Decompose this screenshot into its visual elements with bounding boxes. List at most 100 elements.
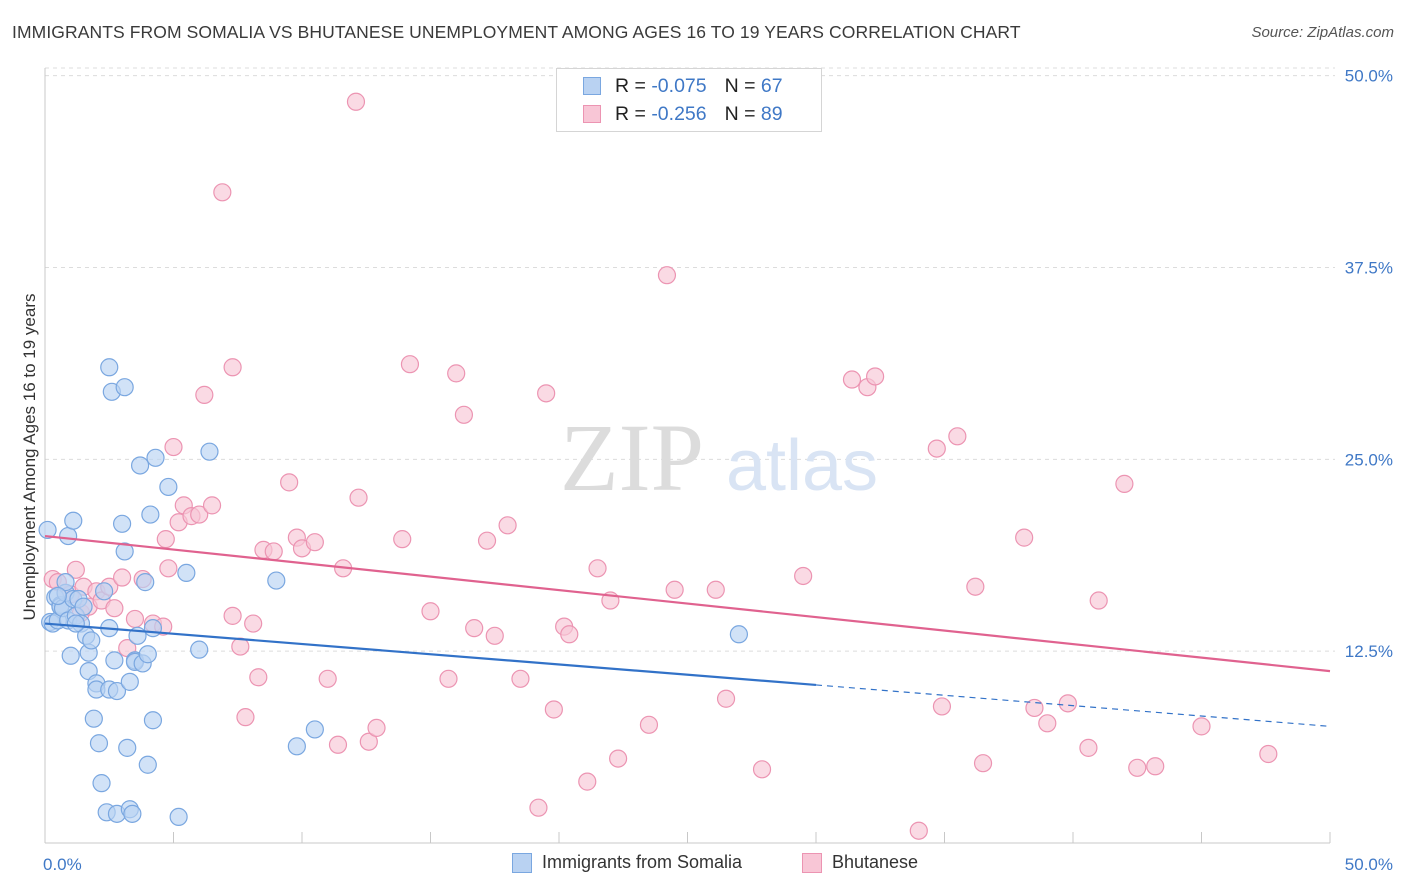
bhutanese-point <box>1115 474 1134 493</box>
bhutanese-point <box>393 530 412 549</box>
bhutanese-points <box>43 92 1278 840</box>
bhutanese-point <box>164 437 183 457</box>
somalia-point <box>138 755 157 774</box>
source-label: Source: ZipAtlas.com <box>1251 24 1394 41</box>
bhutanese-point <box>609 749 628 768</box>
series-label-somalia: Immigrants from Somalia <box>542 852 743 872</box>
somalia-trend-extension <box>815 684 1331 727</box>
legend-row-somalia: R = -0.075 N = 67 <box>583 73 783 99</box>
bhutanese-point <box>349 488 368 507</box>
legend-r-value: -0.256 <box>651 102 707 125</box>
somalia-point <box>89 734 109 753</box>
bhutanese-point <box>866 367 885 386</box>
y-tick-label: 12.5% <box>1345 642 1393 661</box>
somalia-point <box>38 520 57 540</box>
somalia-point <box>59 526 78 546</box>
bhutanese-point <box>112 568 132 587</box>
bhutanese-point <box>485 626 504 645</box>
bhutanese-point <box>498 516 517 535</box>
y-tick-label: 50.0% <box>1345 67 1393 86</box>
somalia-point <box>287 737 306 756</box>
bhutanese-point <box>842 370 862 389</box>
somalia-point <box>123 804 142 823</box>
x-tick-label: 0.0% <box>43 855 82 874</box>
bhutanese-trend-line <box>44 534 1331 673</box>
somalia-point <box>138 645 157 664</box>
somalia-point <box>95 582 114 601</box>
somalia-point <box>729 625 749 644</box>
legend-n-value: 67 <box>760 74 783 97</box>
bhutanese-point <box>213 183 232 202</box>
somalia-point <box>130 456 150 475</box>
watermark: ZIP atlas <box>560 404 878 511</box>
bhutanese-point <box>909 821 928 840</box>
bhutanese-point <box>544 700 563 719</box>
y-tick-label: 37.5% <box>1345 259 1393 278</box>
somalia-point <box>107 681 127 701</box>
legend-r-label: R = <box>615 74 646 97</box>
trend-lines <box>44 534 1331 727</box>
somalia-point <box>84 709 103 728</box>
bhutanese-point <box>159 559 178 578</box>
bhutanese-point <box>511 669 530 688</box>
somalia-point <box>169 807 188 827</box>
bhutanese-point <box>588 559 607 578</box>
bhutanese-point <box>639 715 659 734</box>
somalia-point <box>105 651 124 670</box>
series-label-bhutanese: Bhutanese <box>832 852 919 872</box>
chart-title: IMMIGRANTS FROM SOMALIA VS BHUTANESE UNE… <box>12 22 1021 42</box>
series-legend-somalia: Immigrants from Somalia <box>512 852 742 873</box>
bhutanese-point <box>223 606 242 625</box>
bhutanese-point <box>932 697 952 716</box>
bhutanese-point <box>1015 528 1034 547</box>
bhutanese-point <box>1079 738 1098 757</box>
bhutanese-point <box>318 669 337 688</box>
somalia-point <box>100 358 119 377</box>
bhutanese-point <box>1058 694 1077 713</box>
watermark-atlas: atlas <box>726 426 878 506</box>
somalia-point <box>56 573 75 592</box>
stats-legend: R = -0.075 N = 67 R = -0.256 N = 89 <box>556 68 822 132</box>
legend-r-value: -0.075 <box>651 74 707 97</box>
bhutanese-point <box>477 531 497 550</box>
somalia-point <box>82 631 101 650</box>
somalia-point <box>146 448 165 467</box>
legend-n-label: N = <box>724 74 756 97</box>
bhutanese-point <box>195 385 214 404</box>
bhutanese-point <box>346 92 366 111</box>
bhutanese-point <box>752 760 772 779</box>
series-swatch-bhutanese <box>802 852 822 873</box>
bhutanese-point <box>465 619 484 638</box>
bhutanese-point <box>1192 717 1211 736</box>
bhutanese-point <box>927 439 946 458</box>
bhutanese-point <box>1089 591 1108 610</box>
tick-labels: 12.5% 25.0% 37.5% 50.0% 0.0% 50.0% <box>43 67 1393 874</box>
bhutanese-point <box>367 718 386 738</box>
legend-r-label: R = <box>615 102 646 125</box>
somalia-point <box>74 597 93 616</box>
legend-n-label: N = <box>724 102 756 125</box>
legend-row-bhutanese: R = -0.256 N = 89 <box>583 101 783 127</box>
somalia-point <box>305 720 324 739</box>
bhutanese-point <box>973 754 993 773</box>
bhutanese-point <box>657 266 677 285</box>
bhutanese-point <box>280 473 299 492</box>
somalia-point <box>112 514 132 533</box>
bhutanese-point <box>537 384 556 403</box>
somalia-point <box>141 505 160 524</box>
bhutanese-point <box>447 364 466 383</box>
bhutanese-point <box>328 735 348 754</box>
bhutanese-point <box>1038 714 1057 733</box>
somalia-point <box>64 511 83 530</box>
bhutanese-point <box>236 708 255 727</box>
legend-swatch-somalia <box>583 77 601 95</box>
somalia-point <box>190 640 209 659</box>
bhutanese-point <box>560 625 579 644</box>
somalia-point <box>115 378 134 397</box>
axes <box>44 68 1331 844</box>
somalia-point <box>61 646 80 665</box>
bhutanese-point <box>966 577 985 596</box>
series-legend-bhutanese: Bhutanese <box>802 852 918 873</box>
legend-n-value: 89 <box>760 102 783 125</box>
